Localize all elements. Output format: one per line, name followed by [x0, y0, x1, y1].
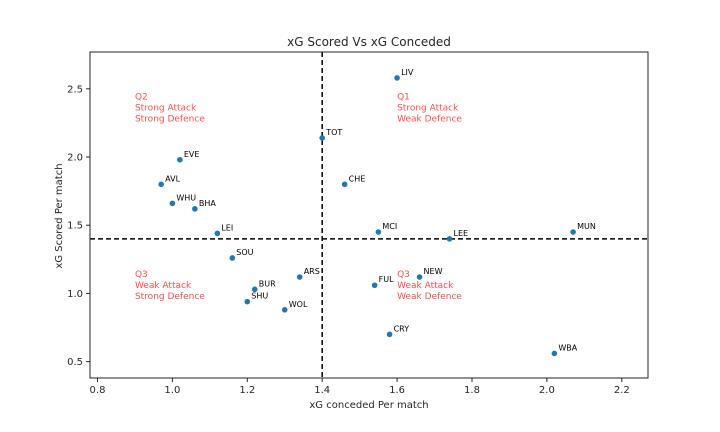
- quadrant-label-line: Strong Defence: [135, 292, 205, 302]
- quadrant-label: Q3 Weak Attack Strong Defence: [135, 270, 205, 302]
- quadrant-label-line: Q3: [135, 270, 148, 280]
- quadrant-label-line: Strong Attack: [397, 104, 459, 114]
- x-tick-label: 2.0: [539, 385, 555, 396]
- point-label: MCI: [382, 222, 397, 231]
- axes: 0.8 1.0 1.2 1.4 1.6 1.8 2.0 2.2 0.5 1.0 1.5 2.0 2.5: [67, 51, 649, 396]
- y-axis-label: xG Scored Per match: [54, 163, 65, 268]
- data-point: [251, 286, 258, 293]
- data-point: [169, 200, 176, 207]
- point-label: BHA: [199, 199, 217, 208]
- point-label: TOT: [325, 128, 342, 137]
- x-tick-label: 1.0: [164, 385, 180, 396]
- quadrant-label: Q1 Strong Attack Weak Defence: [397, 93, 462, 125]
- reference-lines: [90, 52, 648, 378]
- y-tick-label: 0.5: [67, 357, 83, 368]
- data-point: [570, 229, 576, 235]
- data-point: [281, 306, 288, 313]
- point-label: FUL: [379, 275, 394, 284]
- x-tick-label: 0.8: [90, 385, 106, 396]
- quadrant-label-line: Weak Defence: [397, 115, 462, 125]
- data-point: [192, 206, 198, 212]
- data-point: [371, 282, 378, 289]
- data-point: [446, 236, 453, 242]
- x-axis-label: xG conceded Per match: [309, 400, 428, 411]
- point-label: LEE: [454, 229, 469, 238]
- point-label: ARS: [304, 267, 320, 276]
- y-tick-label: 1.0: [67, 289, 83, 300]
- data-point: [394, 75, 400, 81]
- data-point: [551, 350, 558, 357]
- quadrant-label-line: Weak Attack: [135, 281, 192, 291]
- point-label: AVL: [165, 174, 180, 183]
- point-label: CRY: [394, 324, 410, 333]
- quadrant-label-line: Weak Attack: [397, 281, 454, 291]
- quadrant-label-line: Q3: [397, 270, 410, 280]
- quadrant-label: Q2 Strong Attack Strong Defence: [135, 93, 205, 125]
- y-tick-label: 1.5: [67, 221, 83, 232]
- data-point: [296, 274, 303, 280]
- x-tick-label: 1.8: [464, 385, 480, 396]
- x-tick-label: 1.4: [314, 385, 330, 396]
- x-tick-label: 1.6: [389, 385, 405, 396]
- chart-title: xG Scored Vs xG Conceded: [287, 35, 451, 49]
- data-point: [319, 135, 325, 141]
- quadrant-label-line: Q2: [135, 93, 148, 103]
- point-label: WOL: [289, 300, 308, 309]
- quadrant-label-line: Q1: [397, 93, 410, 103]
- data-point: [375, 229, 382, 235]
- data-point: [341, 181, 348, 188]
- point-label: SHU: [251, 292, 268, 301]
- x-tick-label: 2.2: [614, 385, 630, 396]
- data-point: [214, 230, 221, 237]
- y-tick-label: 2.5: [67, 84, 83, 95]
- x-tick-label: 1.2: [239, 385, 255, 396]
- point-label: EVE: [184, 150, 200, 159]
- data-point: [244, 298, 251, 305]
- quadrant-label-line: Strong Attack: [135, 104, 197, 114]
- point-label: LIV: [401, 68, 414, 77]
- data-point: [177, 156, 183, 163]
- data-point: [386, 331, 393, 338]
- data-point: [158, 181, 164, 188]
- data-point: [416, 274, 423, 280]
- plot-frame: [89, 51, 649, 379]
- point-label: MUN: [577, 222, 596, 231]
- point-label: BUR: [259, 279, 276, 288]
- point-label: WBA: [558, 343, 577, 352]
- point-label: SOU: [236, 248, 253, 257]
- point-label: CHE: [349, 174, 366, 183]
- point-label: LEI: [221, 223, 233, 232]
- y-tick-label: 2.0: [67, 153, 83, 164]
- point-label: WHU: [176, 193, 196, 202]
- data-points: [158, 75, 576, 357]
- data-point: [229, 255, 236, 261]
- quadrant-label: Q3 Weak Attack Weak Defence: [397, 270, 462, 302]
- point-label: NEW: [424, 267, 443, 276]
- quadrant-label-line: Strong Defence: [135, 115, 205, 125]
- quadrant-label-line: Weak Defence: [397, 292, 462, 302]
